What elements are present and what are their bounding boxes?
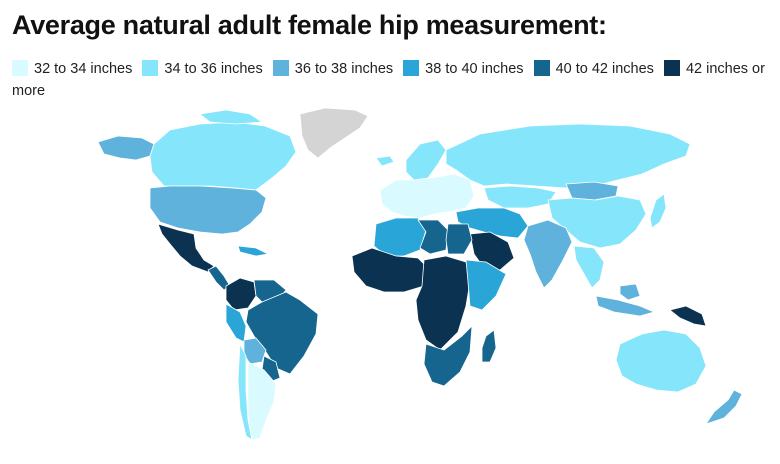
- region-brazil: [245, 291, 319, 375]
- region-papua-new-guinea: [669, 305, 707, 327]
- region-indonesia: [595, 295, 655, 317]
- region-india: [523, 219, 573, 289]
- legend-swatch: [403, 60, 420, 76]
- region-peru: [225, 303, 247, 343]
- legend-swatch: [12, 60, 28, 76]
- legend-swatch: [272, 60, 289, 76]
- region-japan: [649, 193, 667, 229]
- legend-swatch: [142, 60, 159, 76]
- region-canada-islands: [199, 109, 263, 125]
- legend-label: 34 to 36 inches: [164, 61, 263, 77]
- region-caribbean: [237, 245, 269, 257]
- world-map: [97, 107, 743, 441]
- region-southeast-asia: [573, 245, 605, 289]
- region-west-africa: [351, 247, 431, 293]
- legend-label: 32 to 34 inches: [34, 61, 133, 77]
- region-egypt: [445, 223, 473, 255]
- legend-swatch: [533, 60, 550, 76]
- region-united-states: [149, 185, 267, 235]
- region-kazakhstan: [483, 185, 557, 209]
- region-madagascar: [481, 329, 497, 363]
- region-russia: [445, 123, 691, 189]
- region-alaska: [97, 135, 155, 161]
- region-indonesia-borneo: [619, 283, 641, 301]
- legend-item: 40 to 42 inches: [533, 60, 654, 77]
- region-east-africa: [465, 259, 507, 311]
- legend-label: 40 to 42 inches: [555, 61, 654, 77]
- region-libya: [417, 219, 449, 255]
- region-southern-africa: [423, 325, 473, 387]
- region-argentina: [247, 361, 277, 441]
- map-title: Average natural adult female hip measure…: [12, 10, 607, 40]
- legend: 32 to 34 inches 34 to 36 inches 36 to 38…: [12, 58, 772, 102]
- legend-item: 34 to 36 inches: [142, 60, 263, 77]
- region-colombia: [225, 277, 257, 311]
- legend-item: 38 to 40 inches: [403, 60, 524, 77]
- region-greenland: [299, 107, 369, 159]
- region-central-africa: [415, 255, 471, 351]
- region-scandinavia: [405, 139, 447, 181]
- legend-label: 42 inches or more: [12, 61, 765, 99]
- region-north-africa: [373, 217, 427, 257]
- region-iceland: [375, 155, 395, 167]
- region-europe: [379, 173, 475, 219]
- legend-item: 32 to 34 inches: [12, 60, 133, 77]
- legend-item: 42 inches or more: [12, 60, 765, 99]
- region-saudi-arabia: [469, 231, 515, 271]
- region-australia: [615, 329, 707, 393]
- legend-label: 38 to 40 inches: [425, 61, 524, 77]
- region-new-zealand: [705, 389, 743, 425]
- legend-label: 36 to 38 inches: [294, 61, 394, 77]
- legend-swatch: [663, 60, 680, 76]
- region-canada: [149, 121, 297, 191]
- legend-item: 36 to 38 inches: [272, 60, 394, 77]
